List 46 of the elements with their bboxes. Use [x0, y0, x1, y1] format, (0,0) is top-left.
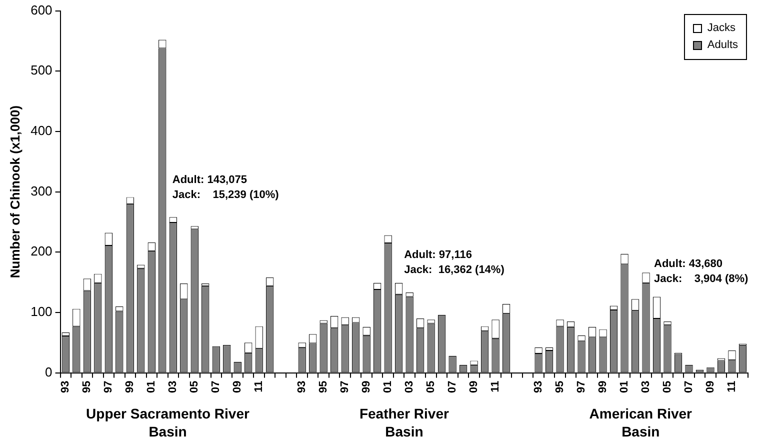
x-tick-label: 93 [296, 380, 308, 394]
y-tick-label: 300 [30, 183, 52, 198]
y-tick-label: 100 [30, 304, 52, 320]
y-tick-label: 400 [30, 123, 52, 138]
x-tick-label: 99 [360, 380, 373, 394]
legend-label: Adults [707, 38, 738, 53]
x-tick-label: 05 [425, 380, 438, 394]
annotation: Adult: 143,075 Jack: 15,239 (10%) [172, 174, 280, 201]
x-tick-label: 99 [124, 380, 136, 394]
x-tick-label: 11 [490, 380, 502, 392]
annotation: Adult: 43,680 Jack: 3,904 (8%) [654, 258, 749, 285]
x-tick-label: 95 [554, 380, 566, 394]
x-tick-label: 05 [188, 380, 201, 394]
y-tick-label: 500 [30, 62, 52, 78]
x-tick-label: 09 [468, 380, 480, 394]
x-tick-label: 01 [618, 380, 631, 394]
x-tick-label: 09 [232, 380, 244, 394]
x-tick-label: 93 [532, 380, 545, 394]
x-tick-label: 03 [640, 380, 652, 394]
y-tick-label: 0 [45, 364, 52, 380]
y-axis-title: Number of Chinook (x1,000) [7, 105, 22, 278]
x-tick-label: 11 [726, 380, 738, 392]
x-tick-label: 11 [253, 380, 266, 392]
x-tick-label: 95 [81, 380, 94, 394]
x-tick-label: 97 [576, 380, 588, 394]
x-tick-label: 07 [683, 380, 696, 394]
legend-label: Jacks [707, 21, 736, 36]
x-tick-label: 99 [597, 380, 610, 394]
y-tick-label: 200 [30, 244, 52, 259]
x-tick-label: 93 [60, 380, 72, 394]
x-tick-label: 01 [382, 380, 394, 394]
text: Feather River Basin [359, 406, 450, 440]
x-tick-label: 97 [102, 380, 115, 394]
x-tick-label: 03 [167, 380, 180, 394]
y-tick-label: 600 [30, 2, 52, 18]
x-tick-label: 05 [662, 380, 674, 394]
text: American River Basin [589, 406, 693, 440]
x-tick-label: 97 [339, 380, 352, 394]
annotation: Adult: 97,116 Jack: 16,362 (14%) [404, 249, 505, 276]
x-tick-label: 07 [446, 380, 459, 394]
x-tick-label: 07 [210, 380, 222, 394]
x-tick-label: 09 [704, 380, 717, 394]
x-tick-label: 01 [146, 380, 158, 394]
text: Upper Sacramento River Basin [86, 406, 250, 440]
x-tick-label: 03 [404, 380, 416, 394]
x-tick-label: 95 [318, 380, 330, 394]
